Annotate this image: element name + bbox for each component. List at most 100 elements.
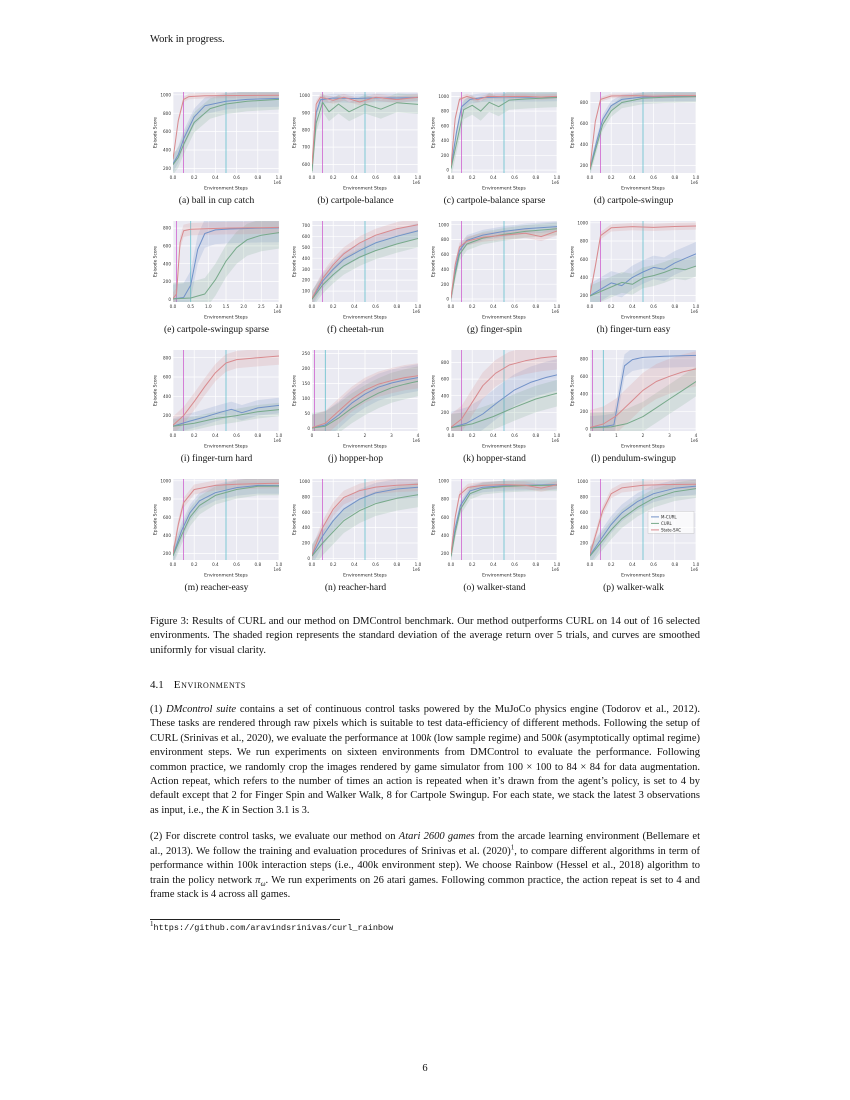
svg-text:Environment Steps: Environment Steps (482, 572, 526, 578)
svg-text:Environment Steps: Environment Steps (343, 443, 387, 449)
svg-text:0: 0 (168, 297, 171, 302)
svg-text:0.4: 0.4 (490, 433, 497, 438)
svg-text:Episode Score: Episode Score (152, 374, 158, 405)
chart-walker-stand: 0.0 0.2 0.4 0.6 0.8 1.0 200 400 600 800 1000 Enviro… (430, 478, 560, 578)
svg-text:Environment Steps: Environment Steps (621, 572, 665, 578)
chart-cell: 0 1 2 3 4 0 200 400 600 800 Environment Steps 1e6 Ep… (567, 345, 700, 466)
svg-text:200: 200 (302, 278, 310, 283)
svg-text:1e6: 1e6 (690, 180, 698, 185)
svg-text:2: 2 (641, 433, 644, 438)
svg-text:0.4: 0.4 (351, 562, 358, 567)
svg-text:1.0: 1.0 (275, 562, 282, 567)
svg-text:200: 200 (441, 153, 449, 158)
page-number: 6 (422, 1063, 428, 1074)
svg-text:Episode Score: Episode Score (291, 246, 297, 277)
svg-text:800: 800 (441, 496, 449, 501)
svg-text:0.0: 0.0 (169, 433, 176, 438)
svg-text:1000: 1000 (299, 479, 310, 484)
chart-finger-turn-hard: 0.0 0.2 0.4 0.6 0.8 1.0 200 400 600 800 Environmen… (152, 349, 282, 449)
svg-text:0.2: 0.2 (190, 433, 197, 438)
svg-text:Environment Steps: Environment Steps (204, 572, 248, 578)
svg-text:1000: 1000 (299, 93, 310, 98)
svg-text:800: 800 (163, 496, 171, 501)
chart-cell: 0.0 0.2 0.4 0.6 0.8 1.0 200 400 600 800 Environmen… (150, 345, 283, 466)
svg-text:200: 200 (580, 293, 588, 298)
svg-text:Environment Steps: Environment Steps (621, 186, 665, 192)
svg-text:600: 600 (441, 252, 449, 257)
svg-text:0.2: 0.2 (329, 175, 336, 180)
chart-caption: (i) finger-turn hard (180, 453, 253, 464)
svg-text:1e6: 1e6 (412, 309, 420, 314)
svg-text:0.8: 0.8 (532, 175, 539, 180)
chart-cell: 0.0 0.5 1.0 1.5 2.0 2.5 3.0 0 200 400 600 800 Enviro… (150, 216, 283, 337)
svg-text:400: 400 (302, 525, 310, 530)
svg-text:0.4: 0.4 (490, 562, 497, 567)
chart-caption: (k) hopper-stand (463, 453, 526, 464)
svg-text:0: 0 (307, 556, 310, 561)
svg-text:0.8: 0.8 (393, 562, 400, 567)
chart-caption: (h) finger-turn easy (596, 324, 671, 335)
svg-text:600: 600 (580, 509, 588, 514)
svg-text:1e6: 1e6 (690, 438, 698, 443)
svg-text:0.6: 0.6 (650, 562, 657, 567)
chart-caption: (m) reacher-easy (184, 582, 249, 593)
svg-text:800: 800 (163, 111, 171, 116)
svg-text:0.0: 0.0 (447, 175, 454, 180)
svg-text:Environment Steps: Environment Steps (204, 314, 248, 320)
svg-text:1e6: 1e6 (551, 180, 559, 185)
svg-text:0.2: 0.2 (329, 304, 336, 309)
svg-text:1.0: 1.0 (553, 175, 560, 180)
chart-caption: (a) ball in cup catch (178, 196, 255, 206)
svg-text:1000: 1000 (577, 479, 588, 484)
svg-text:0.4: 0.4 (629, 562, 636, 567)
chart-hopper-stand: 0.0 0.2 0.4 0.6 0.8 1.0 0 200 400 600 800 Environme… (430, 349, 560, 449)
svg-text:1e6: 1e6 (273, 438, 281, 443)
svg-text:0.8: 0.8 (532, 562, 539, 567)
svg-text:0.5: 0.5 (187, 304, 194, 309)
svg-text:Environment Steps: Environment Steps (343, 186, 387, 192)
svg-text:400: 400 (441, 138, 449, 143)
svg-text:800: 800 (441, 360, 449, 365)
svg-text:400: 400 (302, 256, 310, 261)
svg-text:250: 250 (302, 351, 310, 356)
svg-text:1: 1 (337, 433, 340, 438)
svg-text:400: 400 (441, 533, 449, 538)
svg-text:400: 400 (580, 391, 588, 396)
figure-caption-text: Results of CURL and our method on DMCont… (150, 615, 700, 656)
svg-text:600: 600 (441, 376, 449, 381)
svg-text:1000: 1000 (577, 220, 588, 225)
svg-text:1: 1 (615, 433, 618, 438)
svg-text:800: 800 (441, 109, 449, 114)
svg-text:400: 400 (580, 275, 588, 280)
svg-text:1.0: 1.0 (204, 304, 211, 309)
svg-text:400: 400 (580, 142, 588, 147)
svg-text:0.8: 0.8 (254, 433, 261, 438)
svg-text:Episode Score: Episode Score (430, 246, 436, 277)
svg-text:50: 50 (304, 411, 310, 416)
svg-text:0.0: 0.0 (169, 304, 176, 309)
svg-text:1e6: 1e6 (412, 438, 420, 443)
svg-text:1e6: 1e6 (273, 309, 281, 314)
svg-text:200: 200 (441, 410, 449, 415)
figure-grid: 0.0 0.2 0.4 0.6 0.8 1.0 200 400 600 800 1000 Enviro… (150, 87, 700, 595)
svg-text:100: 100 (302, 289, 310, 294)
svg-text:1000: 1000 (438, 478, 449, 483)
chart-caption: (g) finger-spin (467, 324, 522, 335)
svg-text:0.2: 0.2 (190, 562, 197, 567)
svg-text:0.8: 0.8 (393, 175, 400, 180)
svg-text:1000: 1000 (438, 222, 449, 227)
svg-text:1e6: 1e6 (690, 567, 698, 572)
svg-text:1.0: 1.0 (414, 304, 421, 309)
svg-text:0.2: 0.2 (190, 175, 197, 180)
svg-text:0.0: 0.0 (169, 562, 176, 567)
svg-text:800: 800 (580, 238, 588, 243)
svg-text:1000: 1000 (438, 94, 449, 99)
footnote: 1https://github.com/aravindsrinivas/curl… (150, 920, 700, 933)
chart-caption: (p) walker-walk (603, 582, 664, 593)
svg-text:200: 200 (441, 551, 449, 556)
svg-text:500: 500 (302, 245, 310, 250)
svg-text:800: 800 (441, 237, 449, 242)
svg-text:0.6: 0.6 (372, 175, 379, 180)
svg-text:100: 100 (302, 396, 310, 401)
footnote-link[interactable]: https://github.com/aravindsrinivas/curl_… (153, 922, 394, 933)
